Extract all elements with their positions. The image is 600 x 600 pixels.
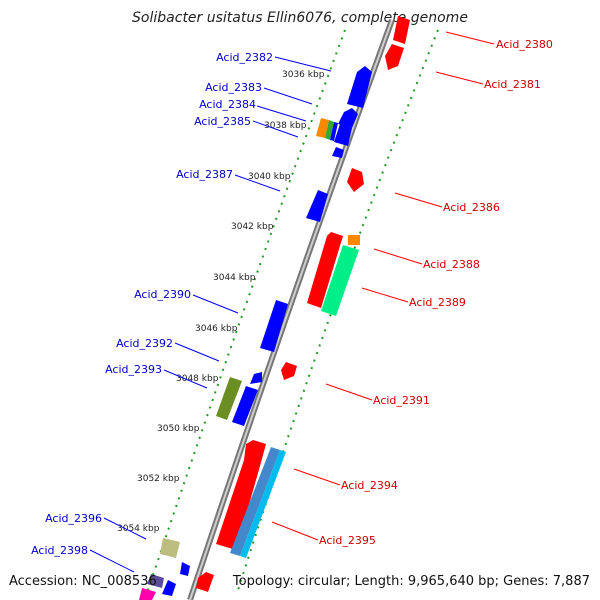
gene-label: Acid_2396 bbox=[45, 512, 102, 525]
gene-acid-2398-b[interactable] bbox=[139, 588, 156, 600]
gene-acid-2392[interactable] bbox=[250, 372, 262, 384]
tick-label: 3046 kbp bbox=[195, 324, 238, 334]
tick-labels: 3036 kbp 3038 kbp 3040 kbp 3042 kbp 3044… bbox=[117, 70, 325, 534]
gene-acid-2393-b[interactable] bbox=[232, 386, 258, 426]
accession-text: Accession: NC_008536 bbox=[9, 574, 157, 589]
gene-acid-2398-a[interactable] bbox=[147, 574, 164, 588]
map-title: Solibacter usitatus Ellin6076, complete … bbox=[132, 10, 468, 26]
gene-acid-2396[interactable] bbox=[160, 538, 180, 558]
inner-dotted-track bbox=[147, 29, 346, 591]
tick-label: 3038 kbp bbox=[264, 121, 307, 131]
gene-acid-2394[interactable] bbox=[216, 440, 266, 550]
forward-leader-lines bbox=[271, 31, 495, 541]
tick-label: 3042 kbp bbox=[231, 222, 274, 232]
gene-label: Acid_2398 bbox=[31, 544, 88, 557]
gene-acid-2388-marker[interactable] bbox=[348, 235, 360, 245]
reverse-leader-lines bbox=[89, 56, 332, 573]
gene-label: Acid_2381 bbox=[484, 78, 541, 91]
gene-acid-2395-b[interactable] bbox=[240, 450, 286, 558]
topology-text: Topology: circular; Length: 9,965,640 bp… bbox=[232, 574, 590, 589]
gene-label: Acid_2386 bbox=[443, 201, 500, 214]
gene-acid-2389[interactable] bbox=[321, 245, 359, 316]
gene-acid-2381[interactable] bbox=[385, 44, 404, 70]
outer-dotted-track bbox=[237, 29, 439, 591]
tick-label: 3048 kbp bbox=[176, 374, 219, 384]
gene-acid-2398-c[interactable] bbox=[162, 580, 176, 596]
gene-label: Acid_2380 bbox=[496, 38, 553, 51]
gene-label: Acid_2390 bbox=[134, 288, 191, 301]
gene-label: Acid_2382 bbox=[216, 51, 273, 64]
gene-acid-2386[interactable] bbox=[347, 168, 364, 192]
tick-label: 3052 kbp bbox=[137, 474, 180, 484]
gene-label: Acid_2383 bbox=[205, 81, 262, 94]
gene-acid-2385-d[interactable] bbox=[332, 147, 344, 158]
gene-label: Acid_2392 bbox=[116, 337, 173, 350]
gene-acid-2384[interactable] bbox=[334, 124, 352, 146]
gene-label: Acid_2384 bbox=[199, 98, 256, 111]
gene-acid-2385-a[interactable] bbox=[316, 118, 329, 138]
gene-acid-small[interactable] bbox=[196, 572, 214, 592]
gene-acid-2388[interactable] bbox=[307, 232, 343, 308]
tick-label: 3040 kbp bbox=[248, 172, 291, 182]
gene-label: Acid_2391 bbox=[373, 394, 430, 407]
tick-label: 3044 kbp bbox=[213, 273, 256, 283]
gene-label: Acid_2394 bbox=[341, 479, 398, 492]
gene-label: Acid_2395 bbox=[319, 534, 376, 547]
gene-acid-2387[interactable] bbox=[306, 190, 328, 222]
gene-acid-2385-c[interactable] bbox=[330, 122, 338, 141]
forward-gene-labels: Acid_2380 Acid_2381 Acid_2386 Acid_2388 … bbox=[319, 38, 553, 547]
gene-label: Acid_2387 bbox=[176, 168, 233, 181]
reverse-gene-labels: Acid_2382 Acid_2383 Acid_2384 Acid_2385 … bbox=[31, 51, 273, 557]
gene-acid-2390[interactable] bbox=[260, 300, 288, 352]
gene-label: Acid_2389 bbox=[409, 296, 466, 309]
gene-acid-2385-b[interactable] bbox=[325, 120, 334, 140]
forward-genes bbox=[196, 16, 410, 592]
gene-label: Acid_2385 bbox=[194, 115, 251, 128]
gene-acid-2391[interactable] bbox=[281, 362, 297, 380]
gene-label: Acid_2388 bbox=[423, 258, 480, 271]
gene-acid-2395-a[interactable] bbox=[230, 447, 280, 556]
gene-acid-2398-d[interactable] bbox=[180, 562, 190, 576]
tick-label: 3050 kbp bbox=[157, 424, 200, 434]
gene-acid-2380[interactable] bbox=[393, 16, 410, 44]
tick-label: 3054 kbp bbox=[117, 524, 160, 534]
gene-acid-2382[interactable] bbox=[347, 66, 372, 108]
gene-acid-2393-a[interactable] bbox=[216, 377, 242, 420]
gene-acid-2383[interactable] bbox=[338, 108, 358, 128]
reverse-genes bbox=[139, 66, 372, 600]
tick-label: 3036 kbp bbox=[282, 70, 325, 80]
gene-label: Acid_2393 bbox=[105, 363, 162, 376]
